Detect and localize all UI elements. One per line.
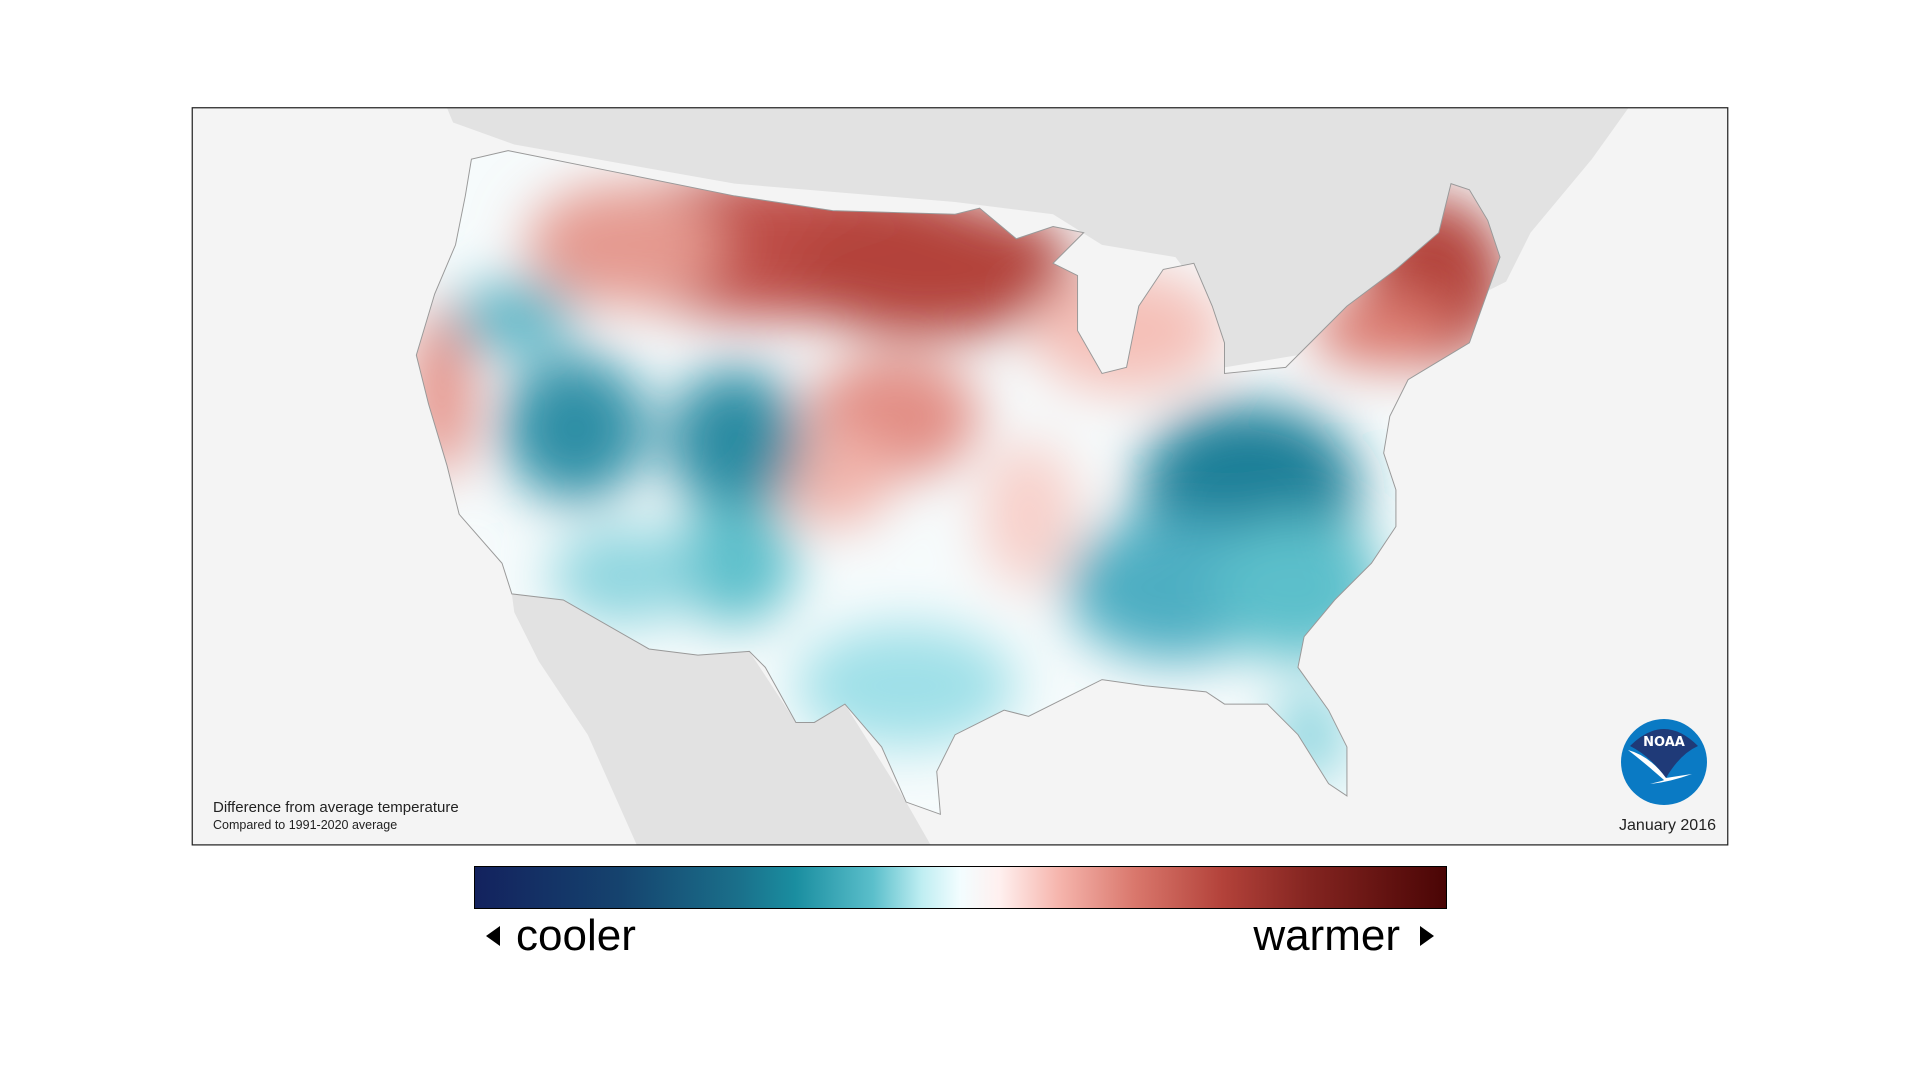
arrow-right-icon xyxy=(1420,926,1434,946)
map-subtitle: Compared to 1991-2020 average xyxy=(213,818,398,832)
map-date: January 2016 xyxy=(1619,817,1716,834)
legend-cooler-label: cooler xyxy=(516,911,636,960)
legend-warmer-label: warmer xyxy=(1253,911,1400,960)
temperature-colorbar xyxy=(474,866,1447,909)
map-title: Difference from average temperature xyxy=(213,799,459,816)
arrow-left-icon xyxy=(486,926,500,946)
mexico-land xyxy=(511,593,931,845)
canada-land xyxy=(446,107,1629,368)
noaa-logo: NOAA xyxy=(1621,719,1707,805)
svg-text:NOAA: NOAA xyxy=(1643,735,1685,750)
map-frame xyxy=(191,107,1729,846)
